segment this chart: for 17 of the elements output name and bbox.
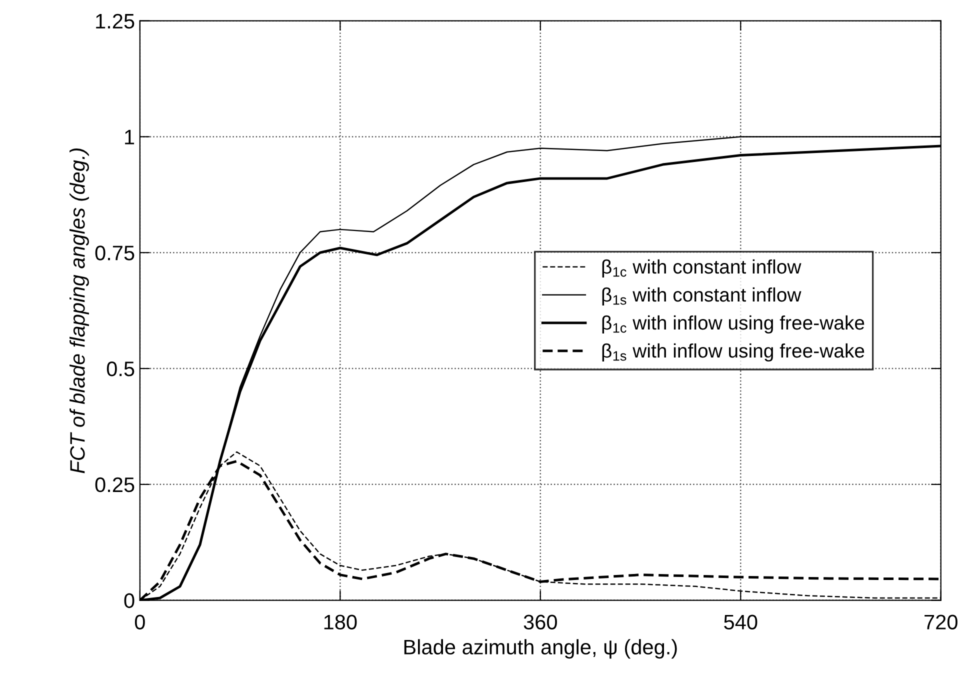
legend-label: β$_{1s}$ with inflow using free-wake [602,343,864,362]
x-tick-label: 0 [134,614,145,630]
x-axis-title: Blade azimuth angle, ψ (deg.) [404,639,677,659]
x-tick-label: 540 [724,614,758,630]
legend-label: β$_{1s}$ with constant inflow [602,287,802,306]
x-tick-label: 360 [524,614,557,630]
legend-label: β$_{1c}$ with inflow using free-wake [602,315,864,334]
y-tick-label: 0 [124,593,134,608]
y-tick-label: 0.25 [95,477,134,492]
y-tick-label: 0.75 [95,246,134,260]
y-tick-label: 1 [125,130,134,144]
legend-label: β$_{1c}$ with constant inflow [602,259,802,278]
x-tick-label: 180 [324,614,357,630]
y-tick-label: 1.25 [96,14,134,29]
x-tick-label: 720 [924,614,958,630]
y-axis-title: FCT of blade flapping angles (deg.) [70,148,89,474]
y-tick-label: 0.5 [106,362,134,376]
